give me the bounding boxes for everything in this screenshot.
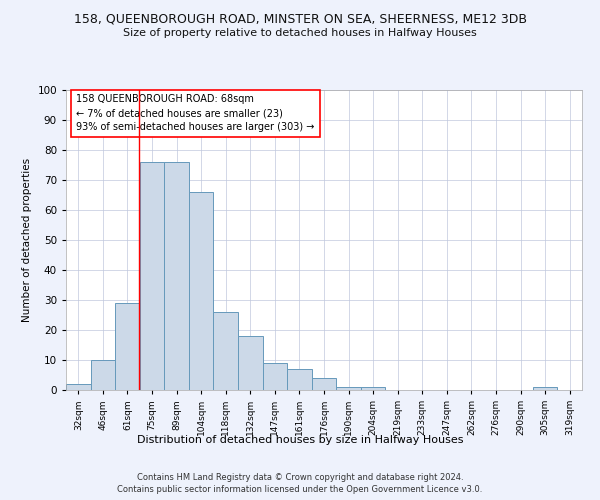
Bar — [263, 363, 287, 390]
Bar — [189, 192, 214, 390]
Bar — [361, 387, 385, 390]
Text: 158, QUEENBOROUGH ROAD, MINSTER ON SEA, SHEERNESS, ME12 3DB: 158, QUEENBOROUGH ROAD, MINSTER ON SEA, … — [74, 12, 527, 26]
Bar — [66, 384, 91, 390]
Bar — [91, 360, 115, 390]
Text: Distribution of detached houses by size in Halfway Houses: Distribution of detached houses by size … — [137, 435, 463, 445]
Bar — [533, 387, 557, 390]
Bar — [238, 336, 263, 390]
Y-axis label: Number of detached properties: Number of detached properties — [22, 158, 32, 322]
Text: 158 QUEENBOROUGH ROAD: 68sqm
← 7% of detached houses are smaller (23)
93% of sem: 158 QUEENBOROUGH ROAD: 68sqm ← 7% of det… — [76, 94, 314, 132]
Bar — [214, 312, 238, 390]
Text: Contains public sector information licensed under the Open Government Licence v3: Contains public sector information licen… — [118, 485, 482, 494]
Text: Contains HM Land Registry data © Crown copyright and database right 2024.: Contains HM Land Registry data © Crown c… — [137, 472, 463, 482]
Bar — [336, 387, 361, 390]
Bar — [312, 378, 336, 390]
Bar — [115, 303, 140, 390]
Bar — [164, 162, 189, 390]
Text: Size of property relative to detached houses in Halfway Houses: Size of property relative to detached ho… — [123, 28, 477, 38]
Bar — [140, 162, 164, 390]
Bar — [287, 369, 312, 390]
